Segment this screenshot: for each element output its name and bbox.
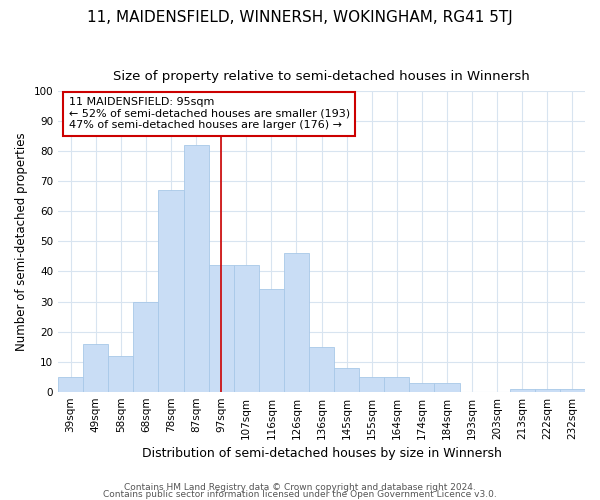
Bar: [108, 356, 133, 392]
Y-axis label: Number of semi-detached properties: Number of semi-detached properties: [15, 132, 28, 350]
Bar: [535, 388, 560, 392]
Bar: [434, 382, 460, 392]
Bar: [133, 302, 158, 392]
Bar: [58, 376, 83, 392]
Bar: [83, 344, 108, 392]
Bar: [334, 368, 359, 392]
Text: 11, MAIDENSFIELD, WINNERSH, WOKINGHAM, RG41 5TJ: 11, MAIDENSFIELD, WINNERSH, WOKINGHAM, R…: [87, 10, 513, 25]
Text: Contains HM Land Registry data © Crown copyright and database right 2024.: Contains HM Land Registry data © Crown c…: [124, 484, 476, 492]
Title: Size of property relative to semi-detached houses in Winnersh: Size of property relative to semi-detach…: [113, 70, 530, 83]
Bar: [284, 254, 309, 392]
Bar: [384, 376, 409, 392]
Text: Contains public sector information licensed under the Open Government Licence v3: Contains public sector information licen…: [103, 490, 497, 499]
Bar: [409, 382, 434, 392]
Bar: [560, 388, 585, 392]
Bar: [209, 266, 233, 392]
Text: 11 MAIDENSFIELD: 95sqm
← 52% of semi-detached houses are smaller (193)
47% of se: 11 MAIDENSFIELD: 95sqm ← 52% of semi-det…: [68, 97, 350, 130]
Bar: [309, 346, 334, 392]
Bar: [158, 190, 184, 392]
Bar: [184, 145, 209, 392]
Bar: [510, 388, 535, 392]
Bar: [259, 290, 284, 392]
X-axis label: Distribution of semi-detached houses by size in Winnersh: Distribution of semi-detached houses by …: [142, 447, 502, 460]
Bar: [233, 266, 259, 392]
Bar: [359, 376, 384, 392]
